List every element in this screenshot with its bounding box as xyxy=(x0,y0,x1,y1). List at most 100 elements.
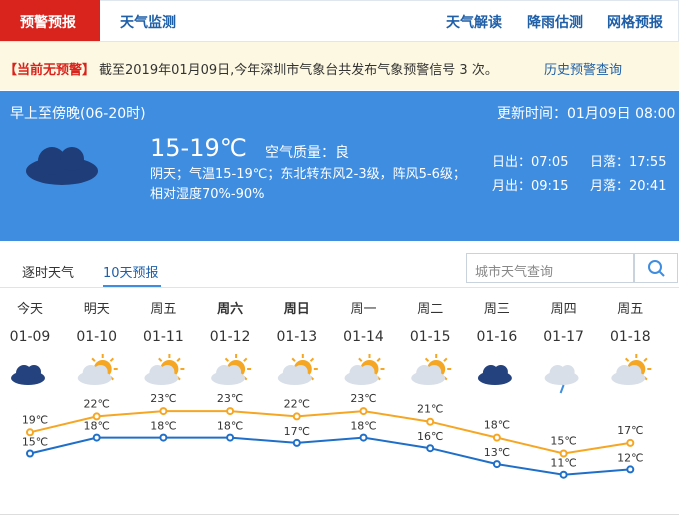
day-name: 周四 xyxy=(551,302,577,317)
day-name: 周五 xyxy=(617,302,643,317)
sun-ray xyxy=(309,357,315,362)
cloud-icon xyxy=(493,365,508,379)
highs-point xyxy=(559,449,568,458)
active-tab-bg xyxy=(0,0,100,41)
highs-label: 17℃ xyxy=(617,424,643,437)
temp-range: 15-19℃ xyxy=(150,134,247,162)
cloud-icon xyxy=(227,365,242,379)
period: 早上至傍晚(06-20时) xyxy=(10,106,146,122)
day-date: 01-15 xyxy=(410,329,451,345)
lows-label: 13℃ xyxy=(484,446,510,459)
sun-ray xyxy=(643,357,648,362)
lows-label: 18℃ xyxy=(150,420,176,433)
warning-text: 截至2019年01月09日,今年深圳市气象台共发布气象预警信号 3 次。 xyxy=(99,63,498,78)
highs-label: 21℃ xyxy=(417,403,443,416)
divider xyxy=(0,287,679,288)
day-name: 今天 xyxy=(17,301,43,317)
highs-label: 23℃ xyxy=(150,392,176,405)
day-date: 01-17 xyxy=(543,329,584,345)
lows-point xyxy=(26,449,34,458)
nav-tab[interactable]: 天气监测 xyxy=(120,15,176,31)
nav-link[interactable]: 降雨估测 xyxy=(527,15,583,31)
highs-label: 18℃ xyxy=(484,419,510,432)
bottom-line xyxy=(0,514,679,515)
rain-icon xyxy=(559,384,565,394)
lows-label: 11℃ xyxy=(550,457,576,470)
sun-ray xyxy=(158,357,163,362)
sunrise: 日出：07:05 xyxy=(492,155,569,170)
weather-icon xyxy=(26,147,98,185)
highs-label: 15℃ xyxy=(550,435,576,448)
tab-active[interactable]: 10天预报 xyxy=(103,266,159,281)
highs-point xyxy=(159,407,168,416)
day-date: 01-14 xyxy=(343,329,384,345)
search-box[interactable]: 城市天气查询 xyxy=(466,253,634,283)
day-name: 周六 xyxy=(217,301,243,317)
sun-ray xyxy=(224,357,230,362)
lows-line xyxy=(29,436,631,476)
lows-point xyxy=(559,470,568,479)
sun-ray xyxy=(243,357,248,362)
lows-label: 15℃ xyxy=(22,436,48,449)
lows-label: 17℃ xyxy=(284,425,310,438)
sun-ray xyxy=(443,357,448,362)
highs-point xyxy=(359,407,368,416)
lows-point xyxy=(359,433,368,442)
search-placeholder: 城市天气查询 xyxy=(475,265,554,280)
nav-link[interactable]: 天气解读 xyxy=(446,15,502,31)
lows-label: 16℃ xyxy=(417,430,443,443)
day-name: 周三 xyxy=(484,302,510,317)
lows-point xyxy=(426,444,435,453)
sunset: 日落：17:55 xyxy=(590,155,667,170)
warning-link[interactable]: 历史预警查询 xyxy=(544,63,623,78)
cloud-icon xyxy=(560,365,575,379)
highs-point xyxy=(426,417,435,426)
air-quality: 空气质量：良 xyxy=(265,145,349,161)
cloud-icon xyxy=(293,365,308,379)
day-date: 01-13 xyxy=(276,329,317,345)
tab[interactable]: 逐时天气 xyxy=(22,266,75,281)
highs-point xyxy=(226,407,235,416)
sun-ray xyxy=(624,357,630,362)
cloud-icon xyxy=(627,365,642,379)
warning-bar xyxy=(0,42,679,90)
day-date: 01-16 xyxy=(477,329,518,345)
cloud-icon xyxy=(160,365,175,379)
cloud-icon xyxy=(360,365,375,379)
highs-label: 22℃ xyxy=(84,397,110,410)
warning-status: 【当前无预警】 xyxy=(4,63,96,78)
sun-ray xyxy=(358,357,363,362)
active-tab[interactable]: 预警预报 xyxy=(20,15,76,31)
day-name: 周日 xyxy=(284,302,310,317)
highs-point xyxy=(26,428,34,437)
highs-point xyxy=(492,433,501,442)
lows-point xyxy=(159,433,168,442)
day-date: 01-12 xyxy=(210,329,251,345)
highs-point xyxy=(92,412,101,421)
day-name: 明天 xyxy=(84,302,110,317)
day-date: 01-10 xyxy=(76,329,117,345)
moonrise: 月出：09:15 xyxy=(492,179,569,194)
highs-label: 23℃ xyxy=(217,392,243,405)
lows-point xyxy=(492,460,501,469)
cloud-icon xyxy=(93,365,108,379)
day-name: 周五 xyxy=(150,302,176,317)
sun-ray xyxy=(424,357,430,362)
sun-ray xyxy=(109,357,115,362)
sun-ray xyxy=(176,357,181,362)
day-date: 01-09 xyxy=(10,329,51,345)
highs-label: 19℃ xyxy=(22,413,48,426)
cloud-icon xyxy=(27,365,41,379)
cloud-icon xyxy=(427,365,442,379)
day-name: 周一 xyxy=(350,302,376,317)
moonset: 月落：20:41 xyxy=(590,179,667,194)
day-name: 周二 xyxy=(417,302,443,317)
lows-label: 18℃ xyxy=(217,420,243,433)
lows-label: 12℃ xyxy=(617,451,643,464)
nav-link[interactable]: 网格预报 xyxy=(607,15,663,31)
highs-label: 22℃ xyxy=(284,397,310,410)
search-button[interactable] xyxy=(634,253,678,283)
day-date: 01-18 xyxy=(610,329,651,345)
